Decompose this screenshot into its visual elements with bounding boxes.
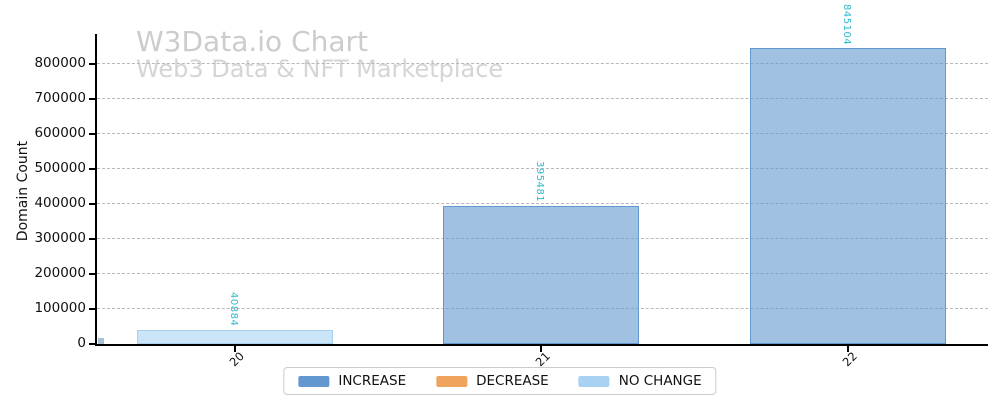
y-tick-mark [89,238,96,241]
y-tick-mark [89,98,96,101]
legend-swatch [578,375,610,387]
legend-label: DECREASE [476,373,549,389]
y-tick-label: 0 [77,335,86,351]
gridline [97,133,988,135]
x-tick-label: 22 [839,349,860,370]
legend-swatch [298,375,330,387]
y-tick-label: 800000 [34,55,86,72]
x-axis-line [95,344,988,346]
y-tick-label: 100000 [34,300,86,316]
x-tick-mark [234,346,236,352]
legend: INCREASE DECREASE NO CHANGE [283,367,717,395]
watermark-title: W3Data.io Chart [136,25,369,58]
y-tick-mark [89,168,96,171]
x-tick-mark [540,346,542,352]
legend-label: INCREASE [338,373,407,389]
y-tick-mark [89,133,96,136]
gridline [97,203,988,205]
bar [443,205,639,344]
y-tick-label: 700000 [34,90,86,107]
y-tick-label: 400000 [34,195,86,212]
legend-item: INCREASE [298,373,406,389]
gridline [97,63,988,65]
legend-label: NO CHANGE [618,373,702,389]
bar-value-label: 845104 [841,4,852,46]
legend-item: DECREASE [436,373,549,389]
y-tick-label: 300000 [34,230,86,247]
y-tick-mark [89,308,96,310]
y-axis-line [95,34,97,346]
y-tick-mark [89,203,96,206]
y-tick-mark [89,273,96,276]
bar-value-label: 395481 [534,161,545,203]
x-tick-label: 20 [226,349,247,370]
legend-swatch [436,375,468,387]
watermark-subtitle: Web3 Data & NFT Marketplace [136,55,504,83]
bar-value-label: 40884 [228,292,239,327]
x-tick-mark [847,346,849,352]
y-tick-mark [89,63,96,66]
y-tick-mark [89,343,96,345]
legend-item: NO CHANGE [578,373,702,389]
gridline [97,168,988,170]
bar [750,48,946,344]
y-tick-label: 600000 [34,125,86,142]
bar [137,329,333,344]
y-tick-label: 200000 [34,265,86,282]
y-tick-label: 500000 [34,160,86,177]
gridline [97,98,988,100]
origin-mini-bar [98,338,104,344]
